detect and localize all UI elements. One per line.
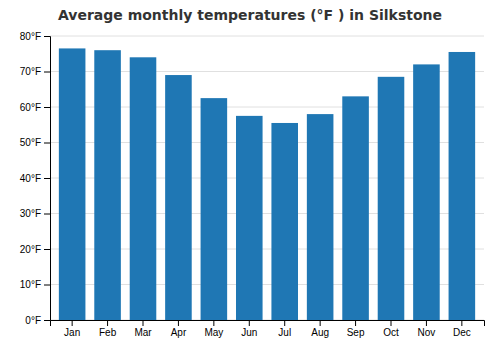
- plot: 0°F 10°F 20°F 30°F 40°F 50°F 60°F 70°F 80°F Jan Fe…: [20, 31, 485, 338]
- y-tick: 30°F: [20, 208, 50, 219]
- x-tick: Jul: [278, 320, 291, 338]
- tick-label: Mar: [134, 327, 152, 338]
- x-tick: May: [204, 320, 223, 338]
- tick-label: 10°F: [20, 279, 41, 290]
- chart-svg: 0°F 10°F 20°F 30°F 40°F 50°F 60°F 70°F 80°F Jan Fe…: [0, 0, 500, 350]
- bar: [236, 116, 263, 320]
- tick-mark: [213, 320, 214, 326]
- tick-label: Jul: [278, 327, 291, 338]
- tick-mark: [426, 320, 427, 326]
- x-tick: Jun: [241, 320, 257, 338]
- x-tick: Oct: [383, 320, 399, 338]
- tick-label: Apr: [171, 327, 187, 338]
- tick-mark: [44, 178, 50, 179]
- title: Average monthly temperatures (°F ) in Si…: [58, 7, 442, 23]
- bar: [449, 52, 476, 320]
- grid: [50, 36, 484, 320]
- tick-label: 30°F: [20, 208, 41, 219]
- y-tick: 70°F: [20, 66, 50, 77]
- tick-mark: [178, 320, 179, 326]
- y-tick: 80°F: [20, 31, 50, 42]
- tick-mark: [461, 320, 462, 326]
- tick-mark: [284, 320, 285, 326]
- bar: [271, 123, 298, 320]
- x-tick: Mar: [134, 320, 152, 338]
- bar: [201, 98, 228, 320]
- x-tick: Nov: [418, 320, 436, 338]
- chart-container: 0°F 10°F 20°F 30°F 40°F 50°F 60°F 70°F 80°F Jan Fe…: [0, 0, 500, 350]
- tick-label: Dec: [453, 327, 471, 338]
- y-tick: 60°F: [20, 102, 50, 113]
- grid-line: [50, 36, 484, 37]
- y-tick: 20°F: [20, 244, 50, 255]
- tick-mark: [107, 320, 108, 326]
- x-tick: Sep: [347, 320, 365, 338]
- bars: [59, 48, 475, 320]
- x-tick: Dec: [453, 320, 471, 338]
- x-tick: Aug: [311, 320, 329, 338]
- bar: [59, 48, 86, 320]
- tick-label: 20°F: [20, 244, 41, 255]
- tick-mark: [44, 249, 50, 250]
- y-tick: 50°F: [20, 137, 50, 148]
- y-tick: 0°F: [25, 315, 50, 326]
- bar: [307, 114, 334, 320]
- x-tick: Jan: [64, 320, 80, 338]
- y-tick: 10°F: [20, 279, 50, 290]
- tick-mark: [72, 320, 73, 326]
- tick-mark: [44, 143, 50, 144]
- y-tick: 40°F: [20, 173, 50, 184]
- bar: [94, 50, 121, 320]
- tick-mark: [44, 320, 50, 321]
- tick-mark: [355, 320, 356, 326]
- tick-label: Nov: [418, 327, 436, 338]
- tick-mark: [44, 72, 50, 73]
- x-tick: Feb: [99, 320, 117, 338]
- x-axis: Jan Feb Mar Apr May Jun Jul Aug Sep Oct Nov Dec: [51, 320, 485, 338]
- axis-domain: [44, 37, 51, 321]
- tick-label: 60°F: [20, 102, 41, 113]
- y-axis: 0°F 10°F 20°F 30°F 40°F 50°F 60°F 70°F 80°F: [20, 31, 51, 326]
- tick-label: 80°F: [20, 31, 41, 42]
- tick-label: Feb: [99, 327, 117, 338]
- tick-label: Aug: [311, 327, 329, 338]
- tick-mark: [143, 320, 144, 326]
- tick-mark: [44, 36, 50, 37]
- bar: [130, 57, 157, 320]
- tick-label: 40°F: [20, 173, 41, 184]
- tick-label: Sep: [347, 327, 365, 338]
- bar: [413, 64, 440, 320]
- tick-label: Oct: [383, 327, 399, 338]
- tick-mark: [320, 320, 321, 326]
- bar: [342, 96, 369, 320]
- tick-mark: [44, 107, 50, 108]
- tick-label: 50°F: [20, 137, 41, 148]
- tick-mark: [249, 320, 250, 326]
- tick-label: Jun: [241, 327, 257, 338]
- tick-label: 0°F: [25, 315, 41, 326]
- tick-label: 70°F: [20, 66, 41, 77]
- axis-domain: [51, 321, 485, 327]
- tick-mark: [44, 214, 50, 215]
- bar: [378, 77, 405, 320]
- tick-mark: [44, 285, 50, 286]
- tick-label: May: [204, 327, 223, 338]
- bar: [165, 75, 192, 320]
- tick-label: Jan: [64, 327, 80, 338]
- tick-mark: [391, 320, 392, 326]
- x-tick: Apr: [171, 320, 187, 338]
